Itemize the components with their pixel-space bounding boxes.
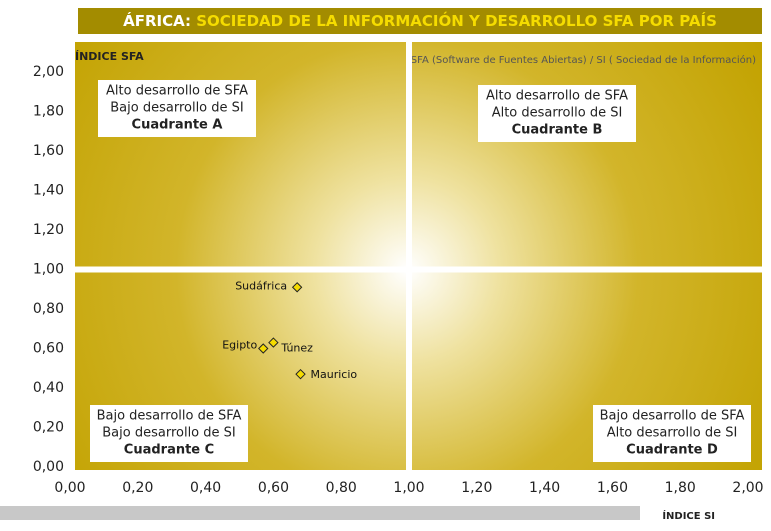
x-tick-label: 0,20	[122, 480, 153, 496]
y-axis-label: ÍNDICE SFA	[75, 50, 144, 63]
subtitle: SFA (Software de Fuentes Abiertas) / SI …	[411, 54, 756, 66]
quadrant-box	[90, 405, 248, 462]
x-tick-label: 0,40	[190, 480, 221, 496]
quadrant-label: Cuadrante A	[132, 118, 223, 133]
x-tick-label: 0,00	[54, 480, 85, 496]
x-tick-label: 1,80	[665, 480, 696, 496]
y-tick-label: 1,00	[33, 262, 64, 278]
chart-title: ÁFRICA: SOCIEDAD DE LA INFORMACIÓN Y DES…	[123, 11, 717, 30]
quadrant-label: Cuadrante B	[512, 123, 603, 138]
y-tick-label: 0,20	[33, 420, 64, 436]
x-axis-label: ÍNDICE SI	[662, 509, 715, 522]
quadrant-text: Alto desarrollo de SFA	[486, 89, 628, 104]
point-label: Mauricio	[311, 368, 358, 381]
y-tick-label: 0,60	[33, 341, 64, 357]
data-point	[258, 343, 269, 354]
quadrant-label: Cuadrante D	[626, 443, 718, 458]
quadrant-text: Bajo desarrollo de SI	[102, 426, 235, 441]
y-tick-label: 1,60	[33, 143, 64, 159]
x-tick-label: 2,00	[732, 480, 763, 496]
title-part: ÁFRICA:	[123, 11, 191, 30]
quadrant-text: Bajo desarrollo de SFA	[600, 409, 745, 424]
x-tick-label: 1,60	[597, 480, 628, 496]
x-tick-label: 0,80	[326, 480, 357, 496]
y-tick-label: 1,80	[33, 104, 64, 120]
x-tick-label: 1,20	[461, 480, 492, 496]
quadrant-label: Cuadrante C	[124, 443, 214, 458]
data-point	[268, 337, 279, 348]
quadrant-text: Bajo desarrollo de SI	[110, 101, 243, 116]
point-label: Egipto	[222, 339, 257, 352]
y-tick-label: 1,20	[33, 222, 64, 238]
quadrant-box	[98, 80, 256, 137]
y-tick-label: 2,00	[33, 64, 64, 80]
quadrant-text: Alto desarrollo de SI	[607, 426, 738, 441]
title-bar	[78, 8, 762, 34]
y-tick-label: 0,00	[33, 459, 64, 475]
x-axis-bar	[0, 506, 640, 520]
x-tick-label: 1,00	[393, 480, 424, 496]
y-tick-label: 0,80	[33, 301, 64, 317]
point-label: Sudáfrica	[235, 279, 287, 292]
quadrant-text: Bajo desarrollo de SFA	[97, 409, 242, 424]
title-part: SOCIEDAD DE LA INFORMACIÓN Y DESARROLLO …	[196, 11, 717, 30]
point-label: Túnez	[280, 342, 313, 355]
y-tick-label: 1,40	[33, 183, 64, 199]
x-tick-label: 0,60	[258, 480, 289, 496]
y-tick-label: 0,40	[33, 380, 64, 396]
quadrant-text: Alto desarrollo de SFA	[106, 84, 248, 99]
quadrant-box	[478, 85, 636, 142]
quadrant-box	[593, 405, 751, 462]
data-point	[295, 368, 306, 380]
x-tick-label: 1,40	[529, 480, 560, 496]
data-point	[291, 282, 303, 293]
quadrant-text: Alto desarrollo de SI	[492, 106, 623, 121]
